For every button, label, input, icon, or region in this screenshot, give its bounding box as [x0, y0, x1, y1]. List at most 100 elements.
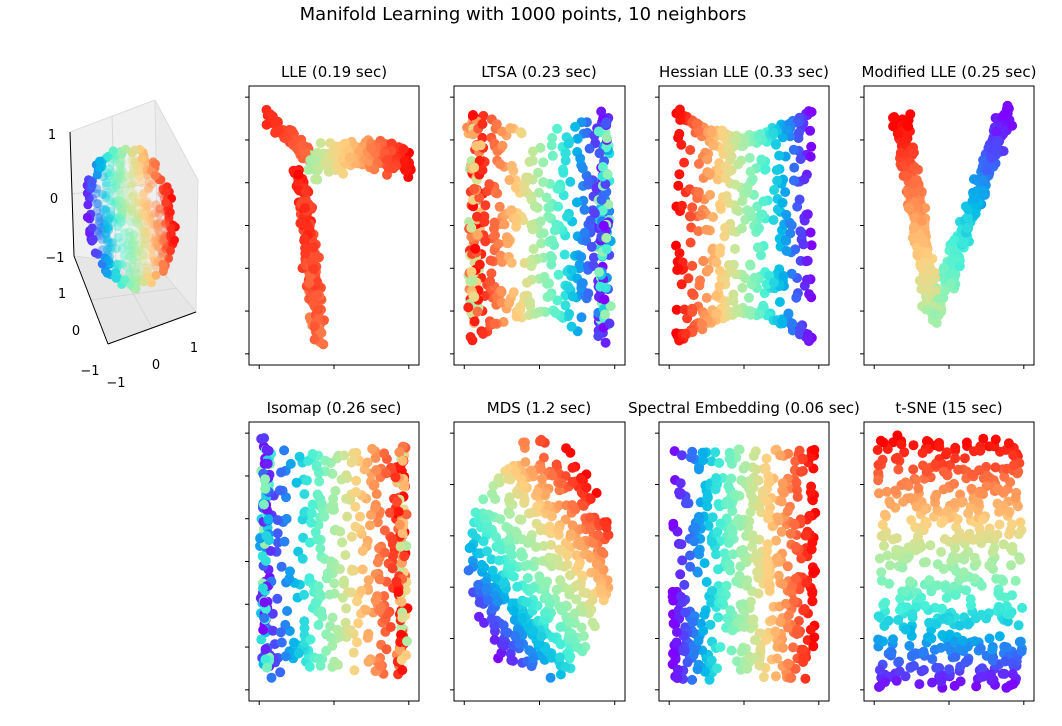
- scatter-3d-point: [128, 255, 138, 265]
- scatter-point: [698, 626, 709, 636]
- scatter-3d-point: [138, 251, 148, 260]
- scatter-point: [680, 607, 691, 618]
- scatter-point: [362, 457, 373, 468]
- scatter-point: [918, 647, 929, 658]
- scatter-point: [756, 209, 766, 220]
- scatter-point: [499, 219, 510, 230]
- scatter-point: [361, 605, 371, 616]
- scatter-point: [467, 528, 478, 539]
- scatter-point: [309, 321, 320, 332]
- scatter-3d-point: [106, 178, 116, 188]
- scatter-point: [1007, 658, 1018, 668]
- scatter-point: [567, 500, 578, 511]
- scatter-point: [730, 243, 740, 254]
- scatter-point: [581, 482, 592, 493]
- scatter-point: [538, 157, 549, 168]
- scatter-point: [356, 585, 367, 596]
- scatter-point: [916, 541, 927, 552]
- scatter-3d-point: [116, 157, 126, 167]
- scatter-panel-hessian-lle: Hessian LLE (0.33 sec): [655, 63, 830, 369]
- scatter-point: [483, 595, 494, 606]
- scatter-point: [954, 261, 965, 272]
- scatter-point: [715, 642, 726, 652]
- scatter-3d-point: [165, 207, 175, 217]
- scatter-point: [467, 275, 478, 286]
- scatter-point: [546, 259, 557, 270]
- scatter-point: [963, 619, 973, 630]
- scatter-3d-point: [153, 241, 163, 251]
- scatter-point: [327, 504, 338, 515]
- scatter-point: [1007, 669, 1018, 679]
- scatter-point: [593, 530, 604, 540]
- scatter-3d-point: [133, 167, 143, 177]
- scatter-point: [503, 535, 514, 545]
- scatter-3d-point: [119, 203, 129, 213]
- scatter-3d-point: [115, 166, 125, 176]
- scatter-point: [577, 163, 588, 174]
- scatter-point: [916, 666, 927, 677]
- scatter-point: [347, 565, 358, 576]
- scatter-point: [496, 286, 507, 297]
- scatter-3d-point: [151, 241, 161, 251]
- scatter-point: [379, 448, 390, 459]
- scatter-point: [560, 300, 571, 311]
- scatter-point: [353, 618, 364, 629]
- scatter-point: [397, 612, 408, 623]
- scatter-point: [259, 433, 270, 444]
- y-tick-label: 1: [58, 287, 66, 302]
- scatter-point: [679, 579, 690, 590]
- scatter-point: [903, 202, 914, 213]
- scatter-point: [535, 436, 545, 447]
- scatter-point: [1016, 525, 1027, 536]
- scatter-3d-point: [133, 208, 143, 218]
- scatter-point: [387, 534, 398, 545]
- y-tick-label: 0: [72, 324, 80, 339]
- scatter-point: [366, 143, 377, 154]
- scatter-point: [938, 515, 949, 526]
- scatter-point: [723, 143, 734, 154]
- scatter-point: [788, 175, 799, 186]
- scatter-3d-point: [110, 199, 120, 209]
- scatter-point: [768, 127, 779, 138]
- scatter-point: [391, 576, 402, 587]
- scatter-point: [774, 297, 785, 307]
- scatter-3d-point: [112, 173, 121, 183]
- scatter-panel-modified-lle: Modified LLE (0.25 sec): [860, 63, 1036, 369]
- scatter-3d-point: [118, 204, 127, 214]
- scatter-point: [571, 197, 582, 208]
- scatter-3d-point: [137, 154, 147, 164]
- scatter-point: [350, 521, 361, 532]
- scatter-point: [724, 454, 735, 464]
- scatter-point: [516, 514, 527, 525]
- scatter-point: [333, 659, 343, 670]
- scatter-point: [350, 501, 361, 512]
- scatter-3d-point: [113, 195, 123, 205]
- scatter-point: [540, 608, 550, 619]
- scatter-point: [783, 308, 794, 319]
- scatter-point: [551, 459, 562, 470]
- scatter-point: [687, 674, 698, 685]
- scatter-point: [674, 108, 685, 119]
- scatter-point: [895, 605, 905, 616]
- scatter-point: [497, 140, 508, 151]
- scatter-point: [775, 450, 786, 461]
- scatter-point: [385, 622, 396, 632]
- scatter-3d-point: [155, 217, 165, 227]
- scatter-point: [276, 637, 287, 648]
- scatter-point: [484, 179, 495, 190]
- scatter-point: [499, 640, 510, 651]
- scatter-point: [392, 496, 402, 507]
- scatter-point: [371, 489, 382, 499]
- scatter-point: [790, 573, 801, 584]
- scatter-3d-point: [117, 259, 127, 269]
- scatter-point: [890, 453, 901, 464]
- scatter-3d-point: [170, 235, 179, 245]
- scatter-point: [601, 232, 612, 243]
- scatter-point: [318, 339, 329, 350]
- scatter-3d-point: [109, 154, 119, 164]
- scatter-point: [877, 519, 888, 530]
- scatter-point: [1007, 120, 1018, 131]
- scatter-3d-point: [129, 177, 139, 187]
- scatter-point: [971, 681, 982, 692]
- scatter-point: [522, 560, 533, 570]
